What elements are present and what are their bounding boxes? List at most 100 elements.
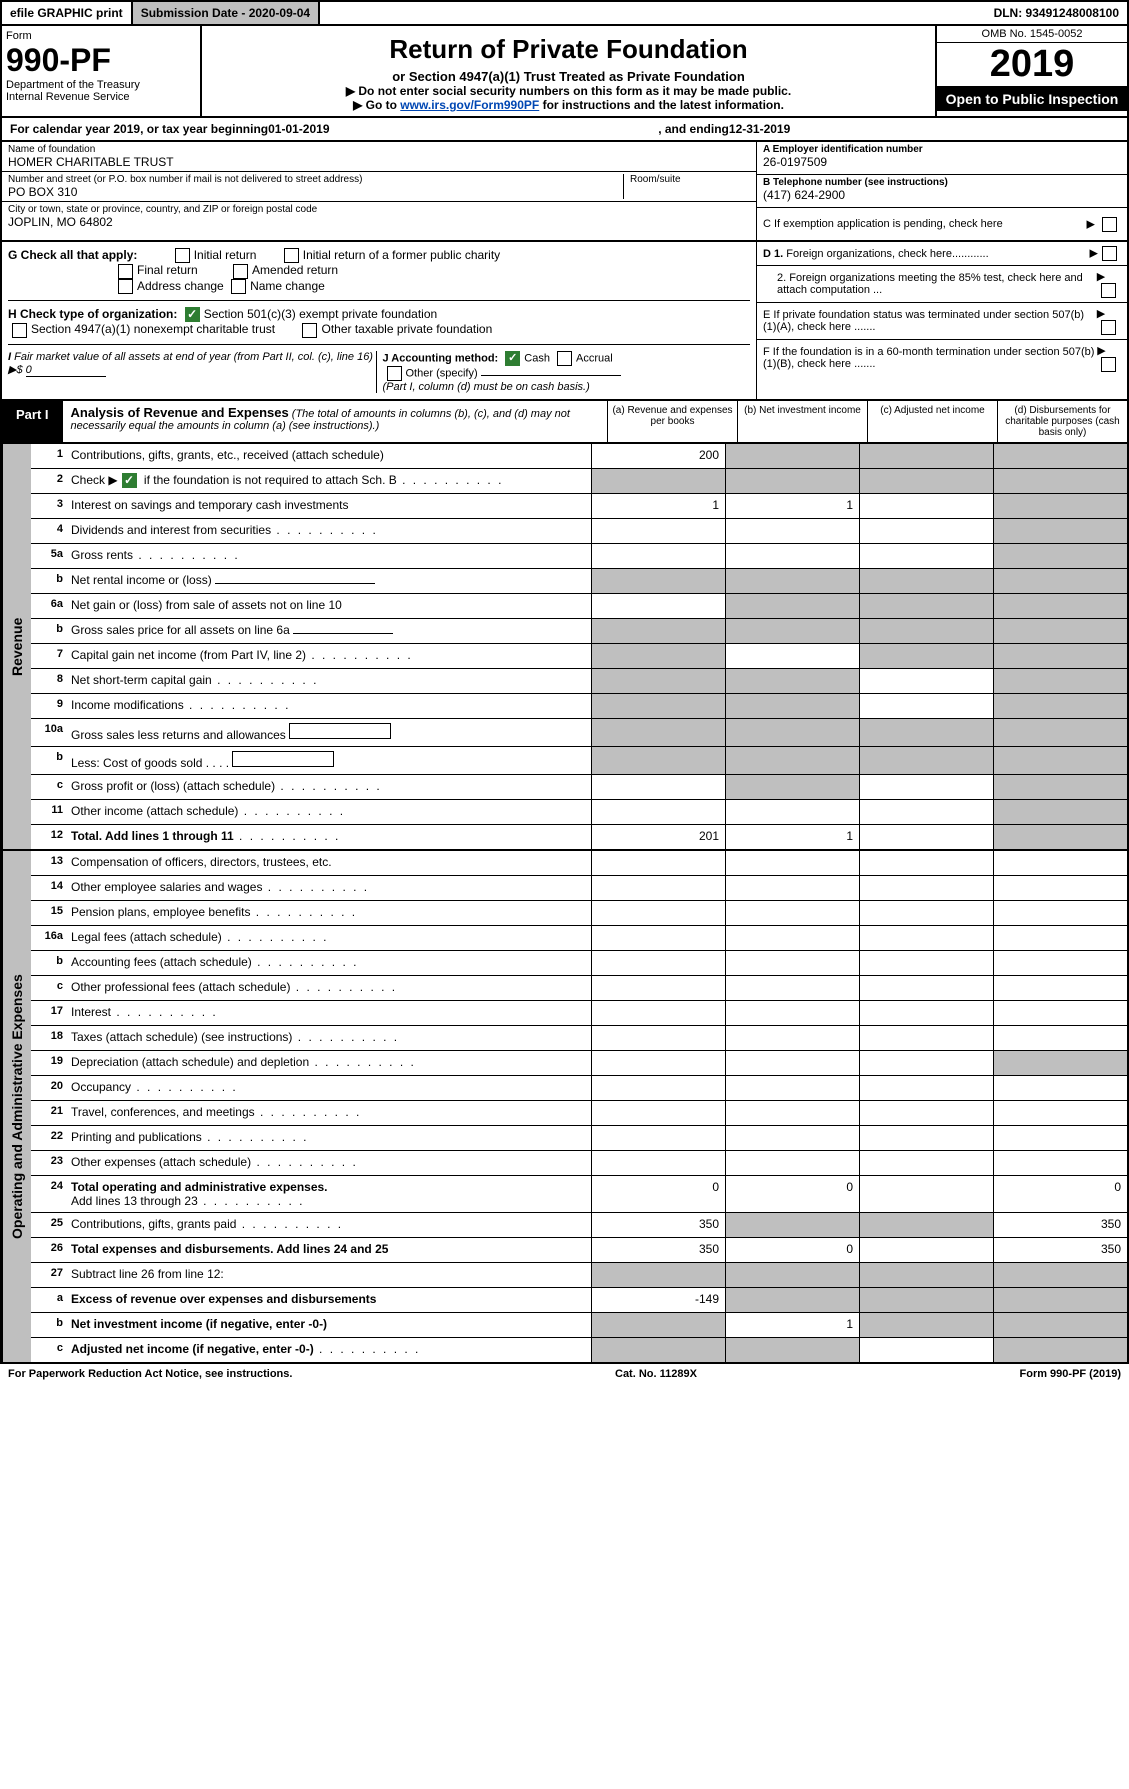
ein-cell: A Employer identification number 26-0197… [757,142,1127,175]
row-21: 21Travel, conferences, and meetings [31,1101,1127,1126]
checkbox-initial-former[interactable] [284,248,299,263]
checkbox-accrual[interactable] [557,351,572,366]
calyear-mid: , and ending [658,122,729,136]
d: Taxes (attach schedule) (see instruction… [71,1030,292,1044]
note2-pre: ▶ Go to [353,98,400,112]
open-inspection: Open to Public Inspection [937,87,1127,111]
footer-left: For Paperwork Reduction Act Notice, see … [8,1368,292,1380]
desc: Gross sales less returns and allowances [69,719,591,746]
calyear-end: 12-31-2019 [729,122,790,136]
row-8: 8Net short-term capital gain [31,669,1127,694]
col-b [725,619,859,643]
checkbox-other-taxable[interactable] [302,323,317,338]
col-c [859,1151,993,1175]
col-c [859,669,993,693]
col-b [725,951,859,975]
j-label: J Accounting method: [383,352,499,364]
checkbox-c[interactable] [1102,217,1117,232]
name-value: HOMER CHARITABLE TRUST [8,155,750,169]
checkbox-d2[interactable] [1101,283,1116,298]
col-b: 1 [725,494,859,518]
row-10b: bLess: Cost of goods sold . . . . [31,747,1127,775]
col-c [859,951,993,975]
col-d [993,825,1127,849]
col-c [859,444,993,468]
col-c [859,825,993,849]
col-b [725,1213,859,1237]
desc: Net investment income (if negative, ente… [69,1313,591,1337]
checkbox-f[interactable] [1101,357,1116,372]
d: Occupancy [71,1080,131,1094]
checkbox-name-change[interactable] [231,279,246,294]
desc: Other professional fees (attach schedule… [69,976,591,1000]
checkbox-amended[interactable] [233,264,248,279]
checkbox-initial[interactable] [175,248,190,263]
checkbox-schb[interactable]: ✓ [122,473,137,488]
checkbox-final[interactable] [118,264,133,279]
dots [251,1155,358,1169]
col-d [993,1151,1127,1175]
col-b [725,644,859,668]
ln: b [31,1313,69,1337]
checks-right: D 1. Foreign organizations, check here..… [756,242,1127,399]
h-row: H Check type of organization: ✓Section 5… [8,307,750,345]
col-b [725,519,859,543]
d: Gross sales price for all assets on line… [71,623,290,637]
row-6b: bGross sales price for all assets on lin… [31,619,1127,644]
dots [202,1130,309,1144]
col-a [591,469,725,493]
dept: Department of the Treasury [6,79,196,91]
box [289,723,391,739]
d: Net short-term capital gain [71,673,212,687]
row-22: 22Printing and publications [31,1126,1127,1151]
d: Net rental income or (loss) [71,573,212,587]
checkbox-e[interactable] [1101,320,1116,335]
desc: Other expenses (attach schedule) [69,1151,591,1175]
address: Number and street (or P.O. box number if… [8,174,623,199]
col-d [993,951,1127,975]
ln: 27 [31,1263,69,1287]
d: Legal fees (attach schedule) [71,930,222,944]
col-c [859,851,993,875]
col-a [591,594,725,618]
desc: Interest on savings and temporary cash i… [69,494,591,518]
col-d [993,901,1127,925]
desc: Accounting fees (attach schedule) [69,951,591,975]
col-a [591,1051,725,1075]
col-d [993,669,1127,693]
col-b [725,1076,859,1100]
checkbox-501c3[interactable]: ✓ [185,307,200,322]
footer-right: Form 990-PF (2019) [1020,1368,1121,1380]
dots [250,905,357,919]
ln: 15 [31,901,69,925]
col-b [725,976,859,1000]
col-c [859,619,993,643]
efile-label: efile GRAPHIC print [2,2,133,24]
dots [111,1005,218,1019]
col-c [859,1176,993,1212]
d: Less: Cost of goods sold [71,756,202,770]
ln: b [31,951,69,975]
checkbox-d1[interactable] [1102,246,1117,261]
col-b [725,469,859,493]
d: Other income (attach schedule) [71,804,238,818]
d: Travel, conferences, and meetings [71,1105,255,1119]
footer-mid: Cat. No. 11289X [615,1368,697,1380]
row-12: 12Total. Add lines 1 through 112011 [31,825,1127,849]
col-a [591,1101,725,1125]
spacer [330,122,659,136]
checkbox-4947[interactable] [12,323,27,338]
d: Other professional fees (attach schedule… [71,980,290,994]
dots [255,1105,362,1119]
col-a [591,747,725,774]
checkbox-addr-change[interactable] [118,279,133,294]
checkbox-cash[interactable]: ✓ [505,351,520,366]
dots [133,548,240,562]
col-a: 1 [591,494,725,518]
col-c-hdr: (c) Adjusted net income [867,401,997,442]
col-d [993,747,1127,774]
h-opt-1: Section 501(c)(3) exempt private foundat… [204,307,437,321]
col-c [859,800,993,824]
irs-link[interactable]: www.irs.gov/Form990PF [400,98,539,112]
checkbox-other[interactable] [387,366,402,381]
